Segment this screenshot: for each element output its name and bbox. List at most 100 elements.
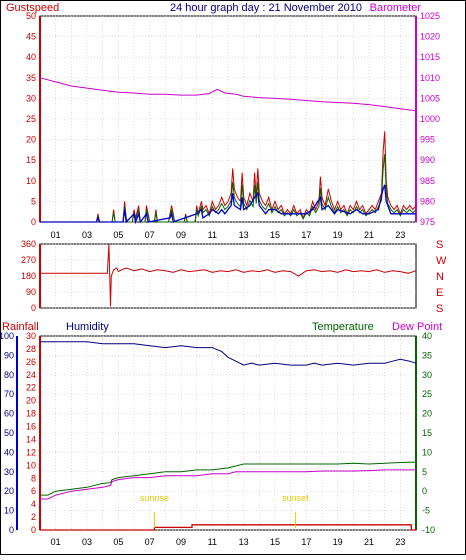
temperature-series-line [40, 461, 417, 496]
humidity-tick-label: 60 [4, 409, 14, 419]
dewpoint-label: Dew Point [392, 321, 442, 333]
x-tick-label: 11 [208, 537, 217, 547]
rain-tick-label: 4 [31, 499, 36, 509]
gust-barometer-panel: 0510152025303540455097598098599099510001… [26, 11, 440, 240]
x-tick-label: 03 [82, 230, 92, 240]
y-tick-label: 40 [26, 52, 36, 62]
y-tick-label: 45 [26, 32, 36, 42]
y-tick-label: 35 [26, 73, 36, 83]
compass-label: N [436, 271, 444, 283]
y-right-tick-label: 1005 [420, 93, 440, 103]
rain-tick-label: 2 [31, 512, 36, 522]
y-tick-label: 0 [31, 303, 36, 313]
rain-tick-label: 14 [26, 434, 36, 444]
temp-tick-label: 30 [422, 370, 432, 380]
y-tick-label: 180 [21, 271, 36, 281]
y-right-tick-label: 1000 [420, 114, 440, 124]
baro-label: Barometer [370, 2, 422, 14]
y-right-tick-label: 990 [420, 155, 435, 165]
y-right-tick-label: 1015 [420, 52, 440, 62]
humidity-tick-label: 40 [4, 447, 14, 457]
x-tick-label: 01 [51, 537, 61, 547]
y-tick-label: 0 [31, 217, 36, 227]
humidity-tick-label: 20 [4, 486, 14, 496]
temperature-humidity-panel: 0102030405060708090100024681012141618202… [0, 331, 435, 547]
y-tick-label: 50 [26, 11, 36, 21]
x-tick-label: 05 [113, 537, 123, 547]
rain-tick-label: 0 [31, 525, 36, 535]
temp-tick-label: 10 [422, 447, 432, 457]
temp-tick-label: 35 [422, 350, 432, 360]
y-tick-label: 20 [26, 135, 36, 145]
y-tick-label: 15 [26, 155, 36, 165]
humidity-tick-label: 80 [4, 370, 14, 380]
y-right-tick-label: 1010 [420, 73, 440, 83]
temp-tick-label: 0 [422, 486, 427, 496]
x-tick-label: 21 [364, 230, 374, 240]
humidity-series-line [40, 341, 417, 366]
humidity-tick-label: 100 [0, 331, 14, 341]
y-tick-label: 5 [31, 196, 36, 206]
x-tick-label: 09 [176, 537, 186, 547]
x-tick-label: 01 [51, 230, 61, 240]
rain-tick-label: 22 [26, 383, 36, 393]
y-tick-label: 270 [21, 255, 36, 265]
y-right-tick-label: 995 [420, 135, 435, 145]
compass-label: W [436, 255, 447, 267]
plot-area [39, 243, 417, 309]
x-tick-label: 13 [239, 230, 249, 240]
rain-tick-label: 30 [26, 331, 36, 341]
x-tick-label: 21 [364, 537, 374, 547]
rain-tick-label: 20 [26, 396, 36, 406]
temp-tick-label: 5 [422, 467, 427, 477]
wind-series-line [40, 184, 416, 225]
humidity-tick-label: 50 [4, 428, 14, 438]
gust-label: Gustspeed [6, 2, 59, 14]
temp-tick-label: -10 [422, 525, 435, 535]
y-tick-label: 360 [21, 239, 36, 249]
rain-tick-label: 24 [26, 370, 36, 380]
rain-tick-label: 12 [26, 447, 36, 457]
y-tick-label: 90 [26, 287, 36, 297]
y-right-tick-label: 985 [420, 176, 435, 186]
rainfall-series-line [40, 524, 416, 531]
y-right-tick-label: 1020 [420, 32, 440, 42]
humidity-tick-label: 90 [4, 350, 14, 360]
header-labels: Gustspeed 24 hour graph day : 21 Novembe… [2, 2, 442, 333]
humidity-tick-label: 30 [4, 467, 14, 477]
humidity-tick-label: 70 [4, 389, 14, 399]
x-tick-label: 15 [270, 230, 280, 240]
y-tick-label: 10 [26, 176, 36, 186]
x-tick-label: 23 [395, 537, 405, 547]
barometer-series-line [39, 77, 417, 112]
y-right-tick-label: 980 [420, 196, 435, 206]
compass-label: S [436, 239, 443, 251]
x-tick-label: 03 [82, 537, 92, 547]
y-tick-label: 30 [26, 93, 36, 103]
x-tick-label: 13 [239, 537, 249, 547]
y-right-tick-label: 975 [420, 217, 435, 227]
x-tick-label: 15 [270, 537, 280, 547]
compass-label: S [436, 303, 443, 315]
rain-tick-label: 18 [26, 409, 36, 419]
temp-tick-label: 25 [422, 389, 432, 399]
x-tick-label: 17 [301, 537, 311, 547]
x-tick-label: 19 [333, 537, 343, 547]
humidity-tick-label: 10 [4, 506, 14, 516]
y-right-tick-label: 1025 [420, 11, 440, 21]
rain-tick-label: 16 [26, 422, 36, 432]
humidity-tick-label: 0 [9, 525, 14, 535]
rain-tick-label: 8 [31, 473, 36, 483]
x-tick-label: 17 [301, 230, 311, 240]
rain-tick-label: 26 [26, 357, 36, 367]
wind-direction-series-line [40, 243, 417, 307]
dewpoint-series-line [40, 469, 416, 500]
x-tick-label: 23 [395, 230, 405, 240]
temp-tick-label: -5 [422, 506, 430, 516]
rain-tick-label: 10 [26, 460, 36, 470]
humidity-label: Humidity [66, 321, 109, 333]
x-tick-label: 11 [208, 230, 217, 240]
